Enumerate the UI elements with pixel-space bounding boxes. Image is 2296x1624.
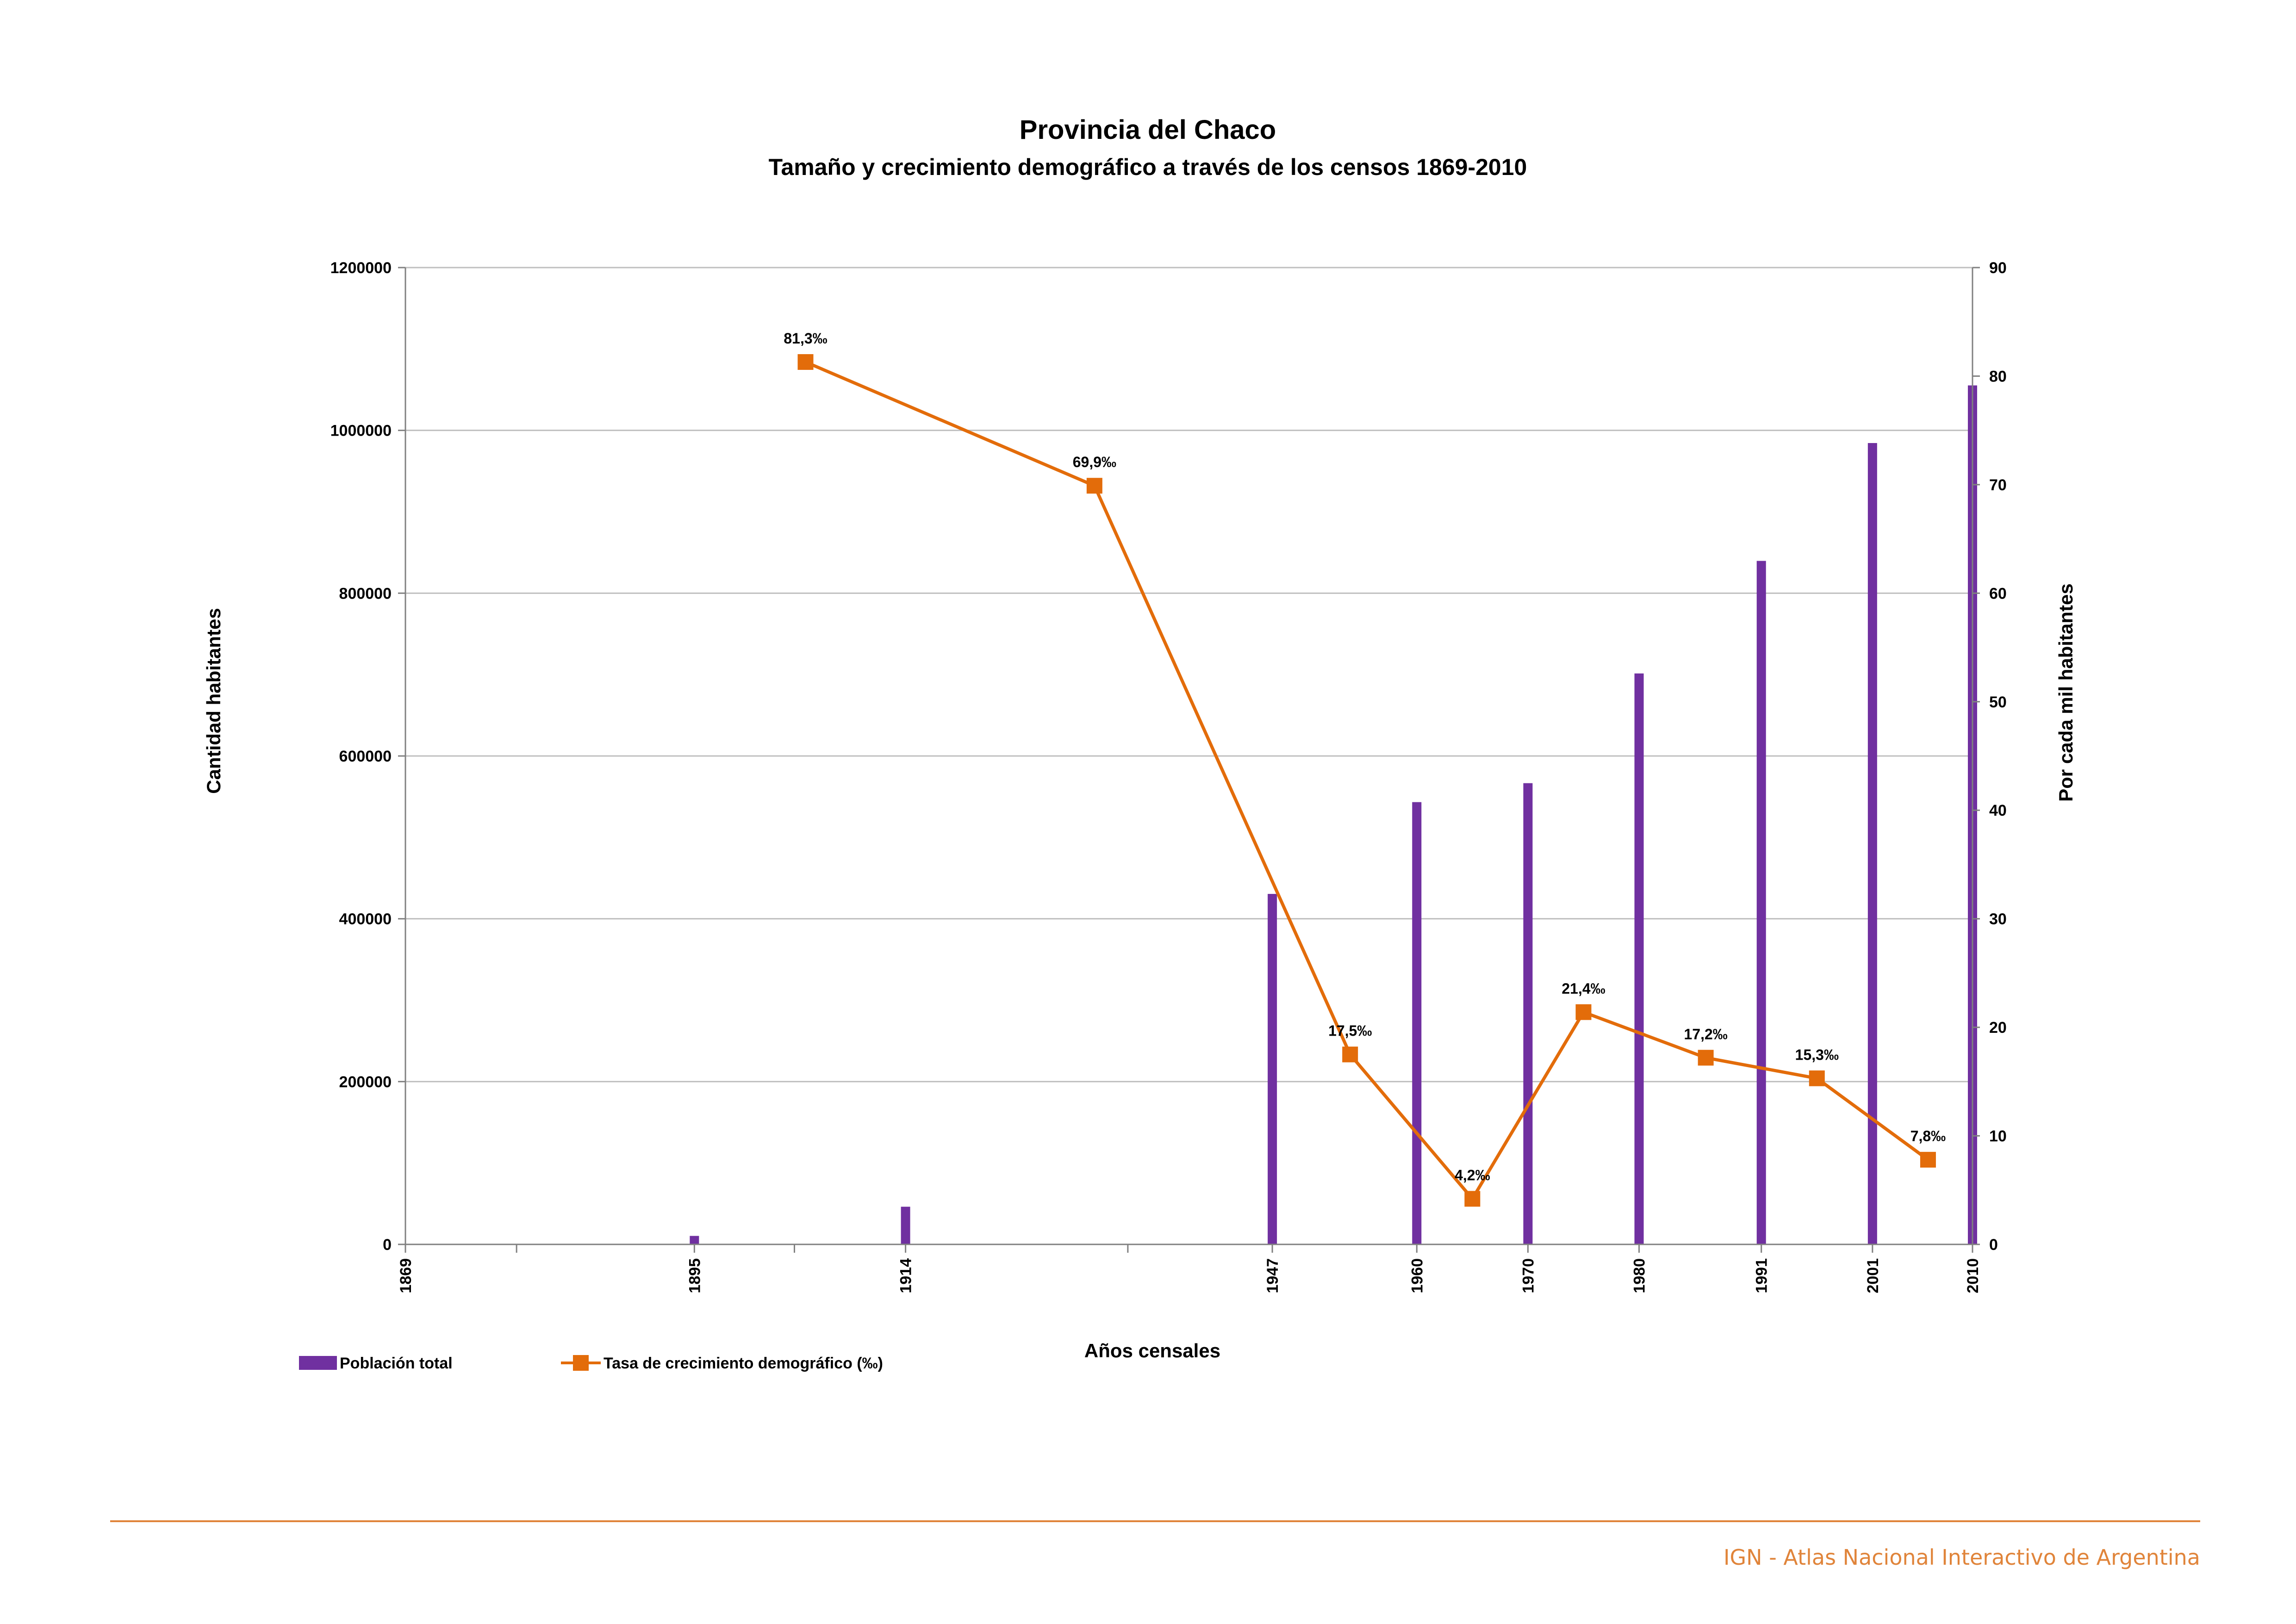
gridlines bbox=[405, 267, 1972, 1082]
growth-rate-marker bbox=[1086, 478, 1102, 494]
y-tick-label: 0 bbox=[383, 1236, 392, 1254]
x-tick-label: 1970 bbox=[1519, 1258, 1537, 1293]
population-bars bbox=[690, 385, 1977, 1244]
y-tick-label: 200000 bbox=[339, 1073, 392, 1091]
legend-line-label: Tasa de crecimiento demográfico (‰) bbox=[604, 1355, 883, 1372]
x-tick-label: 1895 bbox=[686, 1258, 703, 1293]
population-bar bbox=[1268, 893, 1277, 1244]
x-axis-title: Años censales bbox=[1084, 1340, 1220, 1362]
growth-rate-data-label: 21,4‰ bbox=[1562, 980, 1605, 997]
growth-rate-marker bbox=[1809, 1070, 1825, 1087]
y2-tick-label: 60 bbox=[1989, 585, 2007, 602]
y2-tick-label: 30 bbox=[1989, 911, 2007, 928]
x-tick-label: 1980 bbox=[1631, 1258, 1649, 1293]
population-bar bbox=[1412, 802, 1422, 1244]
x-tick-label: 1914 bbox=[897, 1258, 915, 1293]
legend-line-marker bbox=[573, 1355, 589, 1371]
growth-rate-data-label: 81,3‰ bbox=[784, 330, 827, 347]
growth-rate-marker bbox=[1698, 1049, 1714, 1066]
axes bbox=[398, 267, 1980, 1253]
y-axis-title: Cantidad habitantes bbox=[203, 608, 224, 793]
population-bar bbox=[1756, 561, 1766, 1244]
y2-tick-label: 90 bbox=[1989, 259, 2007, 277]
chart-subtitle: Tamaño y crecimiento demográfico a travé… bbox=[769, 154, 1527, 180]
y2-tick-label: 20 bbox=[1989, 1019, 2007, 1037]
y-tick-label: 1200000 bbox=[330, 259, 392, 277]
growth-rate-data-label: 17,2‰ bbox=[1684, 1026, 1728, 1043]
tick-labels: 0 200000 400000 600000 800000 1000000 1200000 0… bbox=[330, 259, 2007, 1293]
x-tick-label: 2001 bbox=[1864, 1258, 1882, 1293]
x-tick-label: 1991 bbox=[1753, 1258, 1771, 1293]
population-bar bbox=[690, 1236, 699, 1244]
y2-tick-label: 0 bbox=[1989, 1236, 1998, 1254]
y2-axis-title: Por cada mil habitantes bbox=[2055, 583, 2077, 801]
y2-tick-label: 80 bbox=[1989, 368, 2007, 385]
y-tick-label: 800000 bbox=[339, 585, 392, 602]
y2-tick-label: 10 bbox=[1989, 1128, 2007, 1145]
growth-rate-marker bbox=[1342, 1046, 1358, 1062]
x-tick-label: 1869 bbox=[397, 1258, 415, 1293]
y-tick-label: 400000 bbox=[339, 911, 392, 928]
growth-rate-data-label: 17,5‰ bbox=[1328, 1023, 1372, 1039]
growth-rate-data-label: 7,8‰ bbox=[1910, 1128, 1946, 1144]
growth-rate-data-label: 15,3‰ bbox=[1795, 1046, 1839, 1063]
growth-rate-marker bbox=[1575, 1004, 1592, 1020]
growth-rate-data-label: 4,2‰ bbox=[1455, 1167, 1490, 1184]
chart-title: Provincia del Chaco bbox=[1020, 115, 1276, 145]
population-bar bbox=[1634, 673, 1644, 1244]
growth-rate-line: 81,3‰ 69,9‰ 17,5‰ 4,2‰ 21,4‰ 17,2‰ 15,3‰ 7,8‰ bbox=[784, 330, 1946, 1207]
legend: Población total Tasa de crecimiento demo… bbox=[299, 1355, 883, 1372]
x-tick-label: 1947 bbox=[1264, 1258, 1282, 1293]
x-tick-label: 2010 bbox=[1964, 1258, 1982, 1293]
legend-bar-swatch bbox=[299, 1356, 337, 1370]
population-bar bbox=[1523, 783, 1533, 1244]
y-tick-label: 600000 bbox=[339, 748, 392, 765]
growth-rate-marker bbox=[1920, 1152, 1936, 1168]
y-tick-label: 1000000 bbox=[330, 422, 392, 440]
y2-tick-label: 70 bbox=[1989, 476, 2007, 494]
population-bar bbox=[1867, 443, 1877, 1244]
growth-rate-data-label: 69,9‰ bbox=[1073, 454, 1116, 470]
x-tick-label: 1960 bbox=[1408, 1258, 1426, 1293]
growth-rate-path bbox=[805, 360, 1929, 1201]
population-bar bbox=[901, 1206, 910, 1244]
growth-rate-marker bbox=[1464, 1191, 1481, 1207]
y2-tick-label: 40 bbox=[1989, 802, 2007, 819]
footer-text: IGN - Atlas Nacional Interactivo de Arge… bbox=[1724, 1545, 2200, 1570]
growth-rate-marker bbox=[797, 354, 814, 370]
legend-bar-label: Población total bbox=[340, 1355, 453, 1372]
y2-tick-label: 50 bbox=[1989, 693, 2007, 711]
